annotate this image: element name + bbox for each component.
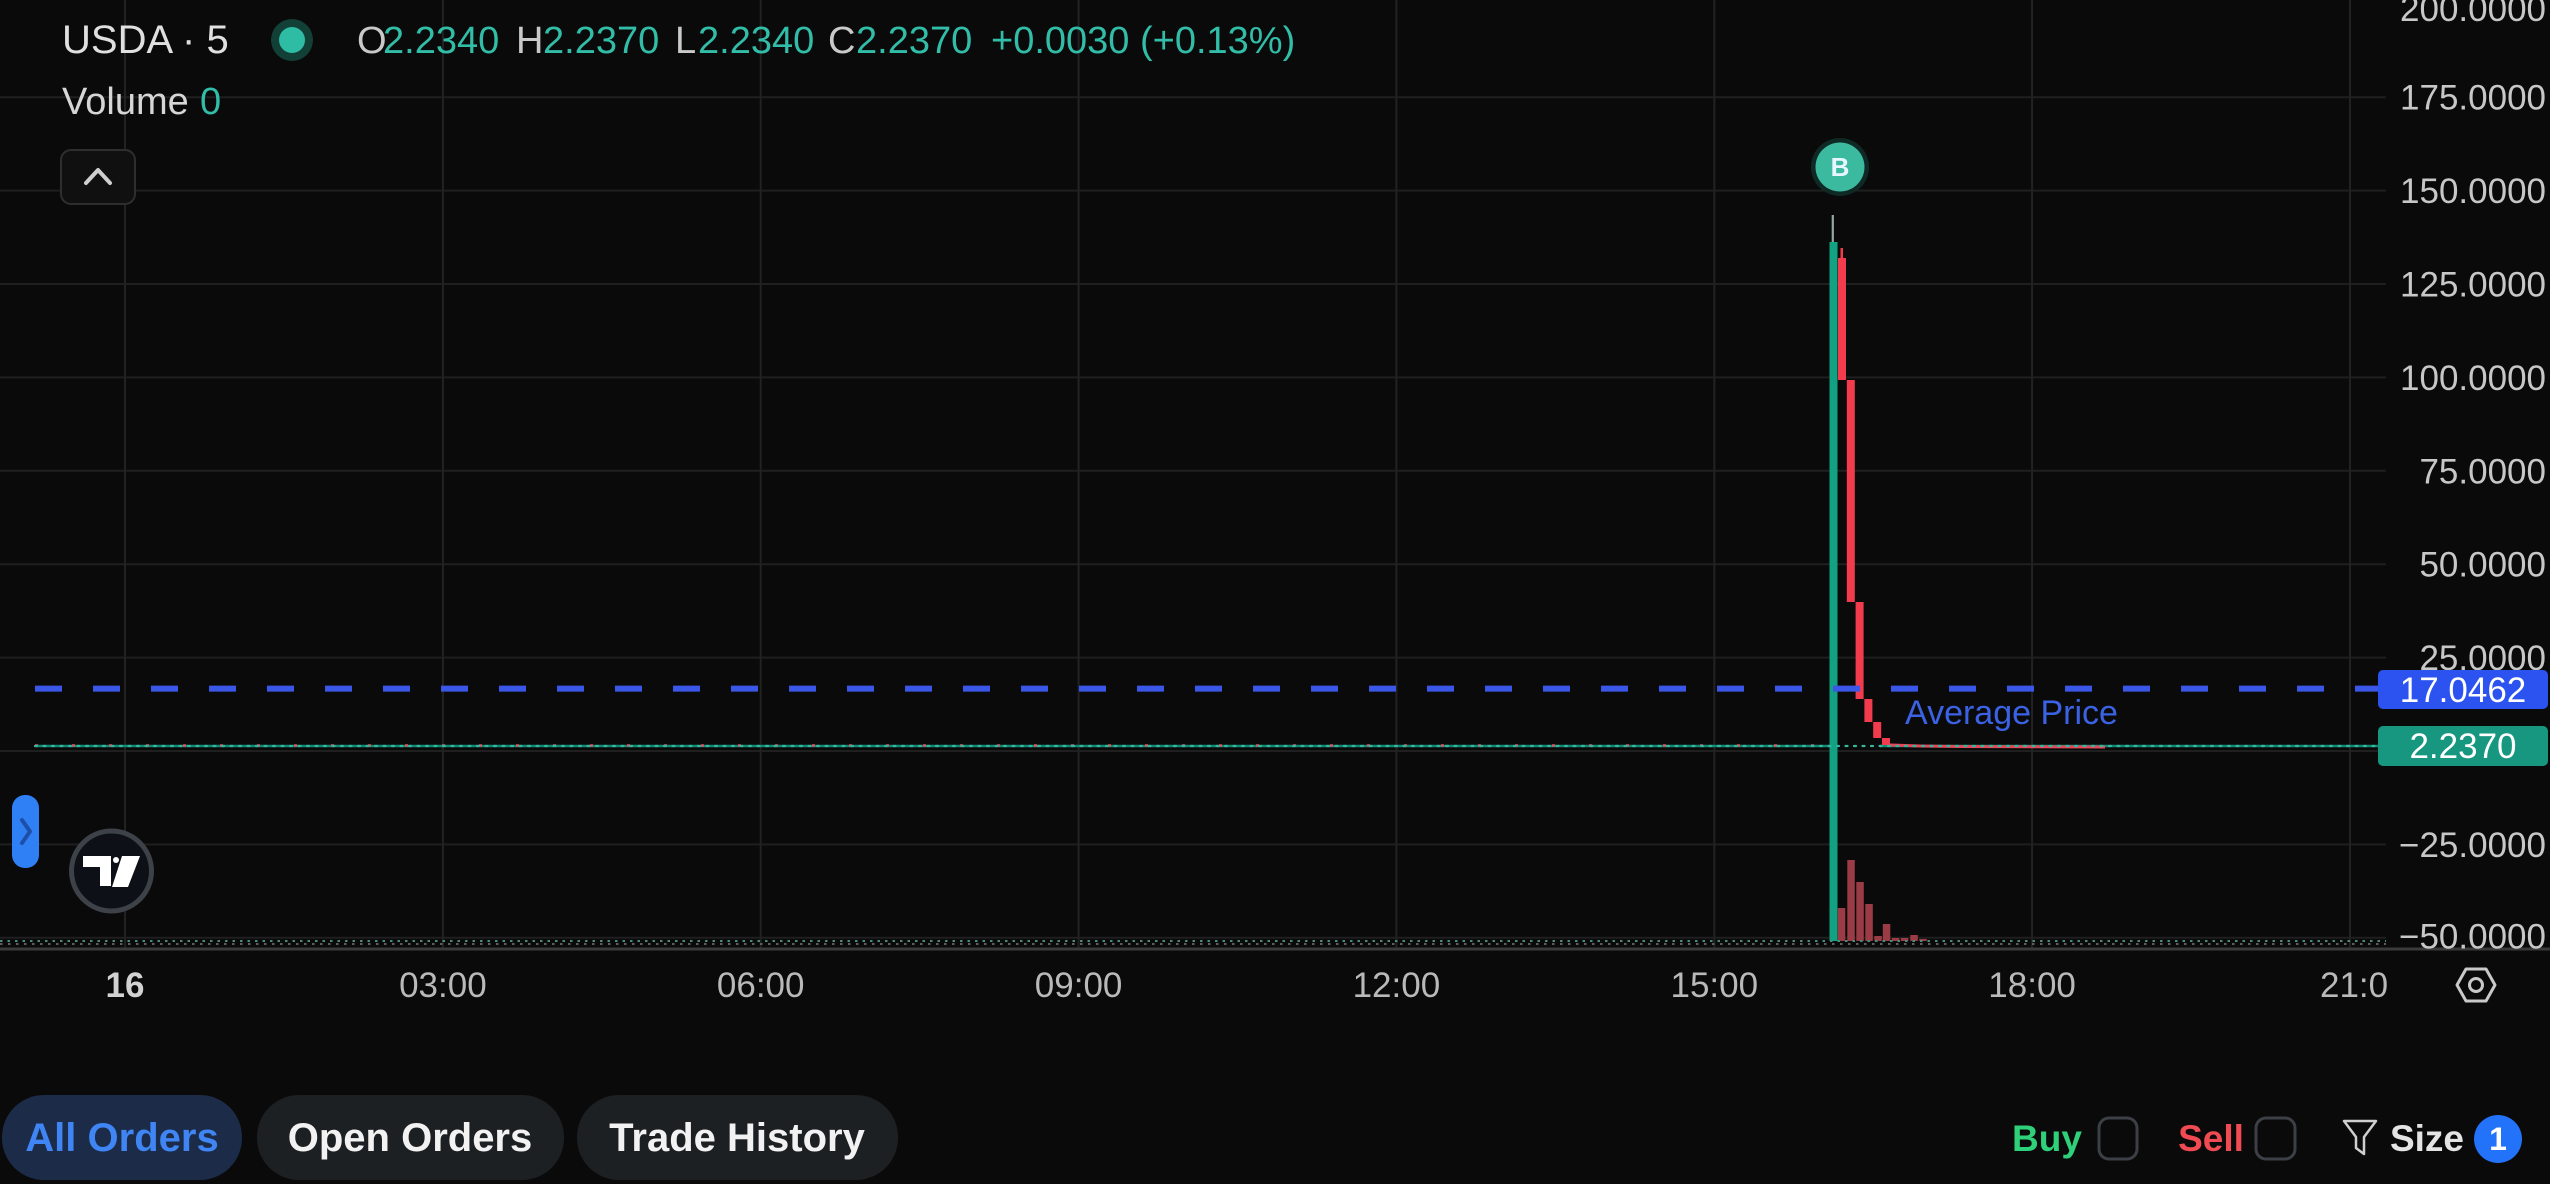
svg-text:+0.0030 (+0.13%): +0.0030 (+0.13%) (991, 20, 1295, 62)
svg-text:C: C (828, 20, 855, 62)
svg-text:21:0: 21:0 (2320, 966, 2388, 1005)
svg-text:O: O (357, 20, 387, 62)
svg-text:2.2370: 2.2370 (2409, 727, 2516, 766)
svg-text:125.0000: 125.0000 (2400, 266, 2546, 305)
svg-text:All Orders: All Orders (25, 1116, 218, 1160)
svg-text:06:00: 06:00 (717, 966, 805, 1005)
svg-text:H: H (516, 20, 543, 62)
svg-text:150.0000: 150.0000 (2400, 172, 2546, 211)
svg-text:100.0000: 100.0000 (2400, 359, 2546, 398)
svg-text:Buy: Buy (2012, 1118, 2082, 1159)
svg-text:0: 0 (200, 81, 221, 123)
svg-text:USDA · 5: USDA · 5 (62, 18, 229, 62)
svg-text:2.2370: 2.2370 (543, 20, 659, 62)
svg-text:12:00: 12:00 (1353, 966, 1441, 1005)
svg-text:2.2340: 2.2340 (698, 20, 814, 62)
svg-text:−25.0000: −25.0000 (2399, 826, 2546, 865)
svg-text:18:00: 18:00 (1988, 966, 2076, 1005)
svg-text:1: 1 (2489, 1121, 2507, 1157)
svg-text:09:00: 09:00 (1035, 966, 1123, 1005)
svg-text:Volume: Volume (62, 81, 189, 123)
svg-text:175.0000: 175.0000 (2400, 79, 2546, 118)
svg-text:Open Orders: Open Orders (288, 1116, 533, 1160)
svg-text:2.2340: 2.2340 (383, 20, 499, 62)
svg-text:03:00: 03:00 (399, 966, 487, 1005)
svg-text:Size: Size (2390, 1118, 2464, 1159)
svg-text:L: L (675, 20, 696, 62)
svg-text:16: 16 (106, 966, 145, 1005)
svg-text:2.2370: 2.2370 (856, 20, 972, 62)
svg-text:75.0000: 75.0000 (2419, 452, 2546, 491)
svg-text:Sell: Sell (2178, 1118, 2244, 1159)
svg-text:200.0000: 200.0000 (2400, 0, 2546, 29)
svg-text:17.0462: 17.0462 (2400, 671, 2527, 710)
svg-text:−50.0000: −50.0000 (2399, 918, 2546, 957)
svg-text:B: B (1831, 152, 1850, 182)
svg-text:15:00: 15:00 (1671, 966, 1759, 1005)
svg-text:Average Price: Average Price (1905, 694, 2118, 732)
svg-text:50.0000: 50.0000 (2419, 546, 2546, 585)
svg-text:Trade History: Trade History (609, 1116, 865, 1160)
